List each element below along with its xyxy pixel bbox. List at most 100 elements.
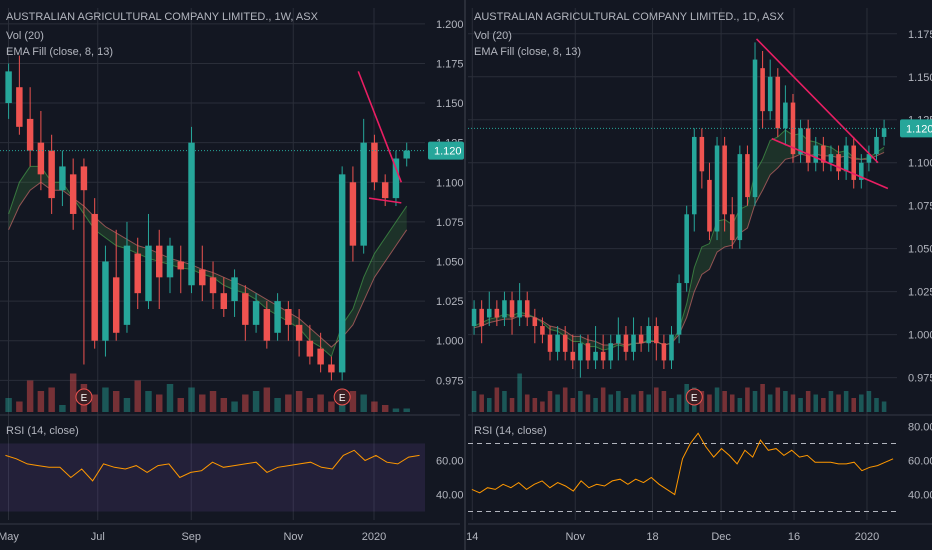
candle-body[interactable] xyxy=(691,136,697,215)
candle-body[interactable] xyxy=(263,309,271,341)
candle-body[interactable] xyxy=(585,343,591,361)
candle-body[interactable] xyxy=(616,334,621,344)
candle-body[interactable] xyxy=(328,364,335,373)
candle-body[interactable] xyxy=(593,351,598,361)
candle-body[interactable] xyxy=(59,166,66,191)
candle-body[interactable] xyxy=(199,269,206,286)
earnings-marker[interactable] xyxy=(75,388,93,406)
candle-body[interactable] xyxy=(403,150,410,159)
candle-body[interactable] xyxy=(91,213,98,341)
trendline[interactable] xyxy=(357,71,403,183)
candle-body[interactable] xyxy=(631,334,636,352)
candle-body[interactable] xyxy=(371,142,378,183)
candle-body[interactable] xyxy=(360,142,367,246)
candle-body[interactable] xyxy=(676,283,682,335)
candle-body[interactable] xyxy=(707,179,712,232)
candle-body[interactable] xyxy=(760,68,765,112)
candle-body[interactable] xyxy=(123,245,131,325)
candle-body[interactable] xyxy=(881,128,887,137)
candle-body[interactable] xyxy=(285,309,292,325)
candle-body[interactable] xyxy=(80,166,88,191)
rsi-line[interactable] xyxy=(471,432,894,496)
candle-body[interactable] xyxy=(729,214,735,241)
trendline[interactable] xyxy=(755,38,879,164)
candle-body[interactable] xyxy=(866,154,872,163)
candle-body[interactable] xyxy=(752,59,758,198)
candle-body[interactable] xyxy=(242,293,249,325)
candle-body[interactable] xyxy=(813,145,819,163)
candle-body[interactable] xyxy=(37,142,45,175)
candle-body[interactable] xyxy=(494,308,500,318)
candle-body[interactable] xyxy=(252,301,260,325)
candle-body[interactable] xyxy=(669,334,674,361)
candle-body[interactable] xyxy=(479,308,484,327)
candle-body[interactable] xyxy=(737,154,743,241)
candle-body[interactable] xyxy=(646,326,651,344)
candle-body[interactable] xyxy=(828,154,834,163)
candle-body[interactable] xyxy=(540,326,545,335)
candle-body[interactable] xyxy=(874,136,879,155)
candle-body[interactable] xyxy=(509,300,515,318)
rsi-line[interactable] xyxy=(5,449,420,482)
candle-body[interactable] xyxy=(231,277,238,302)
trendline[interactable] xyxy=(368,197,402,204)
candle-body[interactable] xyxy=(295,324,303,341)
candle-body[interactable] xyxy=(851,145,856,180)
candle-body[interactable] xyxy=(562,334,568,352)
candle-body[interactable] xyxy=(555,334,560,352)
candle-body[interactable] xyxy=(177,261,184,270)
candle-body[interactable] xyxy=(392,158,400,199)
earnings-marker[interactable] xyxy=(333,388,351,406)
candle-body[interactable] xyxy=(600,351,606,361)
candle-body[interactable] xyxy=(209,277,217,294)
candle-body[interactable] xyxy=(798,128,803,155)
daily-chart[interactable]: 0.9751.0001.0251.0501.0751.1001.1251.150… xyxy=(466,8,932,543)
candle-body[interactable] xyxy=(570,351,576,361)
candle-body[interactable] xyxy=(836,154,841,172)
candle-body[interactable] xyxy=(112,277,120,333)
candle-body[interactable] xyxy=(714,145,720,232)
candle-body[interactable] xyxy=(5,71,12,104)
trendline[interactable] xyxy=(771,137,889,190)
candle-body[interactable] xyxy=(654,326,659,344)
candle-body[interactable] xyxy=(699,136,705,172)
candle-body[interactable] xyxy=(517,300,522,318)
candle-body[interactable] xyxy=(775,76,781,129)
candle-body[interactable] xyxy=(486,308,492,318)
candle-body[interactable] xyxy=(381,182,389,199)
candle-body[interactable] xyxy=(48,150,55,199)
candle-body[interactable] xyxy=(471,308,477,327)
candle-body[interactable] xyxy=(767,76,773,112)
candle-body[interactable] xyxy=(156,245,163,278)
candle-body[interactable] xyxy=(145,245,152,302)
candle-body[interactable] xyxy=(349,182,357,246)
candle-body[interactable] xyxy=(16,87,23,127)
candle-body[interactable] xyxy=(524,300,530,318)
candle-body[interactable] xyxy=(134,253,141,294)
candle-body[interactable] xyxy=(578,343,583,361)
candle-body[interactable] xyxy=(220,293,228,310)
candle-body[interactable] xyxy=(638,334,644,344)
candle-body[interactable] xyxy=(274,301,281,333)
candle-body[interactable] xyxy=(338,174,346,373)
candle-body[interactable] xyxy=(547,334,553,352)
candle-body[interactable] xyxy=(608,343,614,361)
candle-body[interactable] xyxy=(188,142,195,286)
candle-body[interactable] xyxy=(166,245,174,278)
candle-body[interactable] xyxy=(69,174,77,214)
candle-body[interactable] xyxy=(306,340,314,357)
candle-body[interactable] xyxy=(722,145,727,215)
weekly-chart[interactable]: 0.9751.0001.0251.0501.0751.1001.1251.150… xyxy=(0,8,464,543)
earnings-marker[interactable] xyxy=(685,388,703,406)
candle-body[interactable] xyxy=(859,162,864,180)
candle-body[interactable] xyxy=(26,118,34,151)
candle-body[interactable] xyxy=(783,102,788,129)
candle-body[interactable] xyxy=(623,334,629,352)
candle-body[interactable] xyxy=(684,214,689,284)
candle-body[interactable] xyxy=(532,317,538,327)
candle-body[interactable] xyxy=(821,145,826,163)
candle-body[interactable] xyxy=(745,154,750,198)
candle-body[interactable] xyxy=(843,145,849,172)
candle-body[interactable] xyxy=(805,128,811,163)
candle-body[interactable] xyxy=(102,261,109,341)
